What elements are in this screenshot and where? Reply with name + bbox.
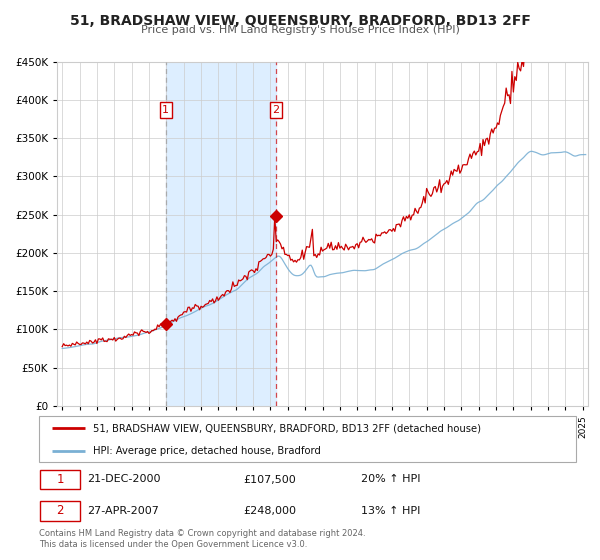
Text: 2: 2 (272, 105, 280, 115)
Text: 21-DEC-2000: 21-DEC-2000 (88, 474, 161, 484)
Text: 2: 2 (56, 504, 64, 517)
Text: Price paid vs. HM Land Registry's House Price Index (HPI): Price paid vs. HM Land Registry's House … (140, 25, 460, 35)
Text: 27-APR-2007: 27-APR-2007 (88, 506, 159, 516)
FancyBboxPatch shape (40, 469, 80, 489)
FancyBboxPatch shape (40, 501, 80, 521)
Text: HPI: Average price, detached house, Bradford: HPI: Average price, detached house, Brad… (93, 446, 320, 455)
Text: £248,000: £248,000 (243, 506, 296, 516)
Text: 1: 1 (163, 105, 169, 115)
Text: £107,500: £107,500 (243, 474, 296, 484)
Text: 13% ↑ HPI: 13% ↑ HPI (361, 506, 421, 516)
Text: 20% ↑ HPI: 20% ↑ HPI (361, 474, 421, 484)
Bar (166, 62, 276, 406)
Text: 51, BRADSHAW VIEW, QUEENSBURY, BRADFORD, BD13 2FF (detached house): 51, BRADSHAW VIEW, QUEENSBURY, BRADFORD,… (93, 423, 481, 433)
Text: 51, BRADSHAW VIEW, QUEENSBURY, BRADFORD, BD13 2FF: 51, BRADSHAW VIEW, QUEENSBURY, BRADFORD,… (70, 14, 530, 28)
Text: Contains HM Land Registry data © Crown copyright and database right 2024.
This d: Contains HM Land Registry data © Crown c… (39, 529, 365, 549)
FancyBboxPatch shape (39, 416, 576, 462)
Text: 1: 1 (56, 473, 64, 486)
